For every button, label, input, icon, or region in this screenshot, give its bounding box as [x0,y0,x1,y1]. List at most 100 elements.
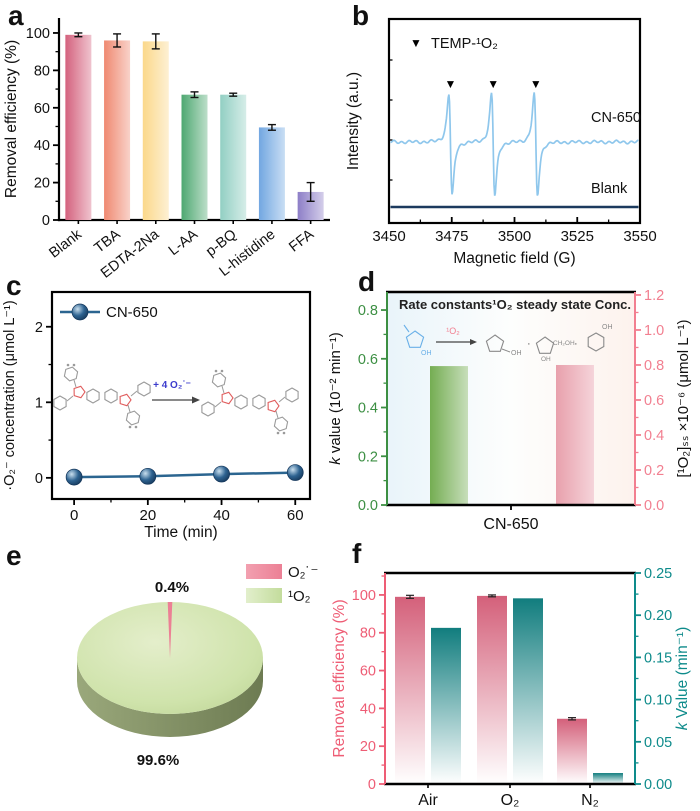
epr-trace-cn650 [390,92,639,196]
svg-text:2: 2 [35,320,43,336]
svg-text:80: 80 [360,626,376,642]
bar-kvalue-N₂ [593,773,623,784]
category-label: CN-650 [483,516,538,533]
svg-text:1.2: 1.2 [644,288,664,304]
svg-text:3550: 3550 [623,228,656,245]
svg-text:0.25: 0.25 [644,566,672,582]
category-label: FFA [286,226,317,255]
svg-text:20: 20 [139,507,156,524]
svg-text:0.00: 0.00 [644,777,672,793]
bar-kvalue-Air [431,627,461,784]
inset-arrow-label: ¹O₂ [446,326,460,336]
peak-marker-icon: ▼ [530,77,542,91]
svg-text:3500: 3500 [498,228,531,245]
panel-f-letter: f [352,538,362,569]
svg-text:0.10: 0.10 [644,693,672,709]
svg-text:40: 40 [213,507,230,524]
axis-label: Removal efficiency (%) [331,599,348,757]
peak-marker-icon: ▼ [445,77,457,91]
svg-text:0.20: 0.20 [644,608,672,624]
category-label: Air [418,792,438,809]
svg-text:60: 60 [287,507,304,524]
series-label-cn650: CN-650 [591,110,641,126]
svg-text:100: 100 [352,588,376,604]
peak-marker-icon: ▼ [487,77,499,91]
svg-text:0.6: 0.6 [644,393,664,409]
svg-text:0.4: 0.4 [358,401,378,417]
bar-removal-O₂ [477,595,507,784]
svg-text:Time (min): Time (min) [144,524,217,541]
svg-text:0: 0 [35,471,43,487]
bar-TBA [104,40,131,220]
svg-text:80: 80 [34,63,50,79]
svg-text:1.0: 1.0 [644,323,664,339]
bar-rate-constant [430,366,468,505]
bar-removal-Air [395,596,425,784]
svg-text:0.8: 0.8 [358,303,378,319]
svg-text:Magnetic field (G): Magnetic field (G) [453,250,575,267]
bar-kvalue-O₂ [513,598,543,784]
svg-text:0.2: 0.2 [358,449,378,465]
axis-label: k value (10⁻² min⁻¹) [327,332,344,465]
series-label-blank: Blank [591,181,628,197]
panel-d-letter: d [358,266,376,297]
svg-text:0.0: 0.0 [358,498,378,514]
svg-text:40: 40 [34,138,50,154]
panel-b-letter: b [352,0,370,31]
data-point [213,465,230,483]
svg-text:0.05: 0.05 [644,735,672,751]
svg-text:0.6: 0.6 [358,352,378,368]
svg-text:60: 60 [360,664,376,680]
svg-text:0.15: 0.15 [644,650,672,666]
svg-text:100: 100 [26,26,50,42]
ros-contribution-pie-chart: 0.4% 99.6% O₂˙⁻ ¹O₂ [77,564,318,769]
data-point [139,467,157,485]
legend-label: TEMP-¹O₂ [431,36,498,52]
category-label: O₂ [501,792,520,809]
panel-e-letter: e [6,540,22,571]
svg-text:OH: OH [421,350,432,357]
annotation-rate-constants: Rate constants [399,297,492,312]
bar-Blank [65,34,92,221]
svg-text:0.4: 0.4 [644,428,664,444]
panel-a-letter: a [8,0,24,31]
svg-text:20: 20 [360,739,376,755]
panel-c-letter: c [6,270,22,301]
axis-label: Removal efficiency (%) [3,40,20,198]
bar-p-BQ [220,94,247,220]
category-label: Blank [46,226,85,261]
svg-text:0.2: 0.2 [644,463,664,479]
inset-reaction-label: + 4 O₂˙⁻ [153,380,191,391]
pie-label-singlet-oxygen: 99.6% [137,752,180,769]
rate-constant-dual-bar-chart: 0.0 0.2 0.4 0.6 0.8 0.0 0.2 0.4 0.6 0.8 1.0 1.2 CN-6… [327,288,692,533]
cn650-line [74,471,296,479]
bar-L-histidine [258,127,285,220]
svg-text:OH: OH [511,350,522,357]
axis-label: [¹O₂]ₛₛ ×10⁻⁶ (μmol L⁻¹) [675,319,692,477]
legend-label-superoxide: O₂˙⁻ [288,564,318,581]
svg-text:0.8: 0.8 [644,358,664,374]
legend-marker-icon: ▼ [410,36,422,50]
bar-EDTA-2Na [142,41,169,220]
atmosphere-dual-bar-chart: Air O₂ N₂ 0 20 40 60 80 100 0.00 0.05 0.10 0.15 0.20 0… [331,566,691,809]
svg-text:60: 60 [34,101,50,117]
svg-text:·: · [574,338,578,350]
legend-label: CN-650 [106,304,158,321]
svg-text:20: 20 [34,176,50,192]
svg-text:0: 0 [368,777,376,793]
annotation-steady-state: ¹O₂ steady state Conc. [492,297,631,312]
axis-label: Intensity (a.u.) [345,72,362,170]
pie-label-superoxide: 0.4% [155,579,189,596]
svg-text:0: 0 [42,213,50,229]
axis-label: k Value (min⁻¹) [674,627,691,731]
bar-L-AA [181,94,208,220]
legend-swatch-superoxide [246,564,282,579]
svg-text:OH: OH [602,324,613,331]
pie-side [77,658,263,737]
epr-spectrum-chart: 3450 3475 3500 3525 3550 ▼ ▼ ▼ ▼ TEMP-¹O₂ CN-650 Bl… [345,17,657,267]
bar-removal-N₂ [557,718,587,784]
data-point [65,468,83,486]
legend-label-singlet-oxygen: ¹O₂ [288,588,311,605]
